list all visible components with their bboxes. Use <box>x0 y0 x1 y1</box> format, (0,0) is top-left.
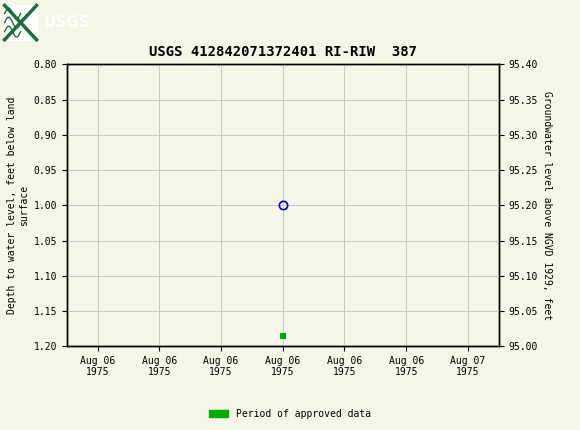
Legend: Period of approved data: Period of approved data <box>205 405 375 423</box>
Y-axis label: Depth to water level, feet below land
surface: Depth to water level, feet below land su… <box>7 97 30 314</box>
Text: USGS: USGS <box>44 15 90 30</box>
Bar <box>5 6 37 40</box>
Title: USGS 412842071372401 RI-RIW  387: USGS 412842071372401 RI-RIW 387 <box>148 45 417 59</box>
Y-axis label: Groundwater level above NGVD 1929, feet: Groundwater level above NGVD 1929, feet <box>542 91 552 320</box>
